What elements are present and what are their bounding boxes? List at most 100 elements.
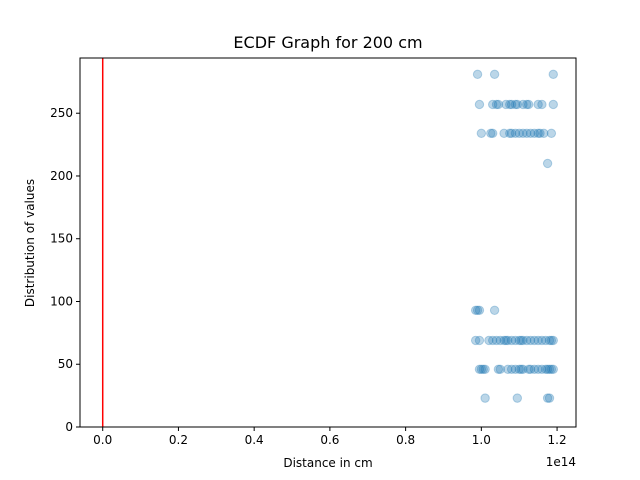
scatter-point (506, 335, 517, 346)
y-tick-label: 150 (50, 232, 73, 246)
scatter-point (503, 335, 513, 346)
scatter-point (546, 128, 557, 139)
scatter-point (548, 99, 558, 110)
scatter-point (512, 393, 523, 403)
y-axis-label: Distribution of values (23, 179, 37, 307)
scatter-point (539, 128, 549, 139)
scatter-point (522, 128, 532, 139)
scatter-point (541, 335, 551, 346)
y-tick-label: 100 (50, 294, 73, 308)
scatter-point (503, 364, 513, 374)
scatter-point (548, 364, 558, 374)
scatter-point (546, 335, 557, 346)
scatter-point (514, 335, 524, 346)
scatter-point (537, 364, 547, 374)
scatter-point (533, 364, 543, 374)
scatter-point (529, 364, 540, 374)
scatter-point (474, 335, 485, 346)
scatter-point (533, 335, 543, 346)
x-tick-label: 0.0 (93, 433, 112, 447)
scatter-point (470, 305, 481, 315)
scatter-point (522, 335, 532, 346)
scatter-point (474, 364, 485, 374)
scatter-point (506, 364, 517, 374)
scatter-point (512, 99, 523, 110)
scatter-point (501, 99, 511, 110)
y-axis-ticks: 0 50 100 150 200 250 (50, 106, 80, 434)
scatter-point (533, 128, 543, 139)
scatter-point (506, 128, 517, 139)
scatter-point (514, 128, 524, 139)
y-tick-label: 0 (65, 420, 73, 434)
scatter-point (472, 69, 483, 80)
scatter-point (529, 128, 540, 139)
x-axis-ticks: 0.0 0.2 0.4 0.6 0.8 1.0 1.2 (93, 427, 567, 447)
x-tick-label: 0.4 (245, 433, 264, 447)
scatter-point (480, 364, 490, 374)
scatter-point (518, 128, 528, 139)
axes-frame (79, 57, 577, 428)
x-tick-label: 0.2 (169, 433, 188, 447)
x-tick-label: 0.6 (320, 433, 339, 447)
y-tick-label: 250 (50, 106, 73, 120)
scatter-point (541, 364, 551, 374)
scatter-point (491, 335, 502, 346)
scatter-point (476, 364, 487, 374)
scatter-point (548, 69, 558, 80)
scatter-point (525, 128, 536, 139)
scatter-point (472, 305, 483, 315)
scatter-point (542, 158, 553, 169)
scatter-point (493, 99, 504, 110)
scatter-point (484, 335, 494, 346)
scatter-point (516, 335, 526, 346)
x-tick-label: 0.8 (396, 433, 415, 447)
scatter-point (533, 99, 543, 110)
scatter-point (488, 335, 498, 346)
scatter-point (525, 364, 536, 374)
scatter-point (510, 335, 521, 346)
chart-title: ECDF Graph for 200 cm (233, 33, 422, 52)
scatter-point (478, 364, 488, 374)
scatter-point (544, 393, 555, 403)
scatter-point (510, 364, 521, 374)
x-axis-offset-label: 1e14 (546, 455, 576, 469)
scatter-point (476, 128, 487, 139)
scatter-point (542, 393, 553, 403)
scatter-point (489, 69, 500, 80)
scatter-point (544, 335, 555, 346)
scatter-point (470, 335, 481, 346)
x-tick-label: 1.2 (548, 433, 567, 447)
scatter-point (535, 128, 545, 139)
scatter-point (544, 364, 555, 374)
scatter-point (548, 335, 558, 346)
x-tick-label: 1.0 (472, 433, 491, 447)
scatter-point (486, 128, 496, 139)
scatter-point (489, 305, 500, 315)
scatter-point (493, 364, 504, 374)
scatter-point (480, 393, 490, 403)
scatter-point (488, 99, 498, 110)
scatter-point (474, 99, 485, 110)
scatter-point (518, 99, 528, 110)
scatter-point (529, 335, 540, 346)
scatter-point (510, 99, 521, 110)
scatter-point (537, 99, 547, 110)
scatter-point (495, 364, 505, 374)
x-axis-label: Distance in cm (283, 456, 372, 470)
scatter-points (470, 69, 558, 403)
scatter-point (518, 335, 528, 346)
scatter-point (506, 99, 517, 110)
plot-area (79, 57, 577, 428)
scatter-point (510, 128, 521, 139)
scatter-point (505, 99, 515, 110)
scatter-point (523, 99, 534, 110)
scatter-point (522, 99, 532, 110)
scatter-point (488, 128, 498, 139)
scatter-point (518, 364, 528, 374)
scatter-point (491, 99, 502, 110)
y-tick-label: 200 (50, 169, 73, 183)
scatter-point (499, 128, 509, 139)
scatter-point (542, 364, 553, 374)
